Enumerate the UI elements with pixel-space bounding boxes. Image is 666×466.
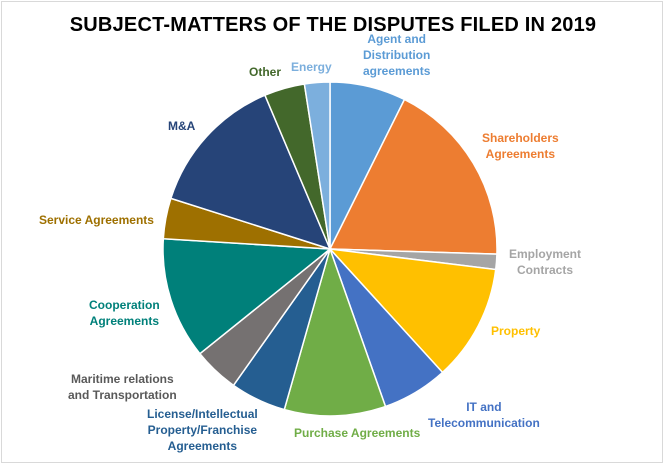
slice-label-12: Other	[249, 64, 281, 80]
slice-label-4: Property	[491, 323, 540, 339]
slice-label-line: Other	[249, 65, 282, 79]
pie-slice-9	[162, 237, 332, 355]
slice-label-line: Employment	[509, 247, 582, 261]
slice-label-5: IT and Telecommunication	[428, 399, 540, 431]
slice-label-line: Agent and	[367, 32, 427, 46]
pie-slice-11	[169, 94, 332, 251]
slice-label-3: Employment Contracts	[509, 246, 581, 278]
slice-label-line: IT and	[466, 400, 502, 414]
slice-label-line: Agreements	[167, 439, 238, 453]
pie-slice-13	[303, 81, 331, 250]
slice-label-line: and Transportation	[68, 388, 177, 402]
slice-label-line: Service Agreements	[39, 213, 154, 227]
slice-label-6: Purchase Agreements	[294, 425, 420, 441]
slice-label-10: Service Agreements	[39, 212, 154, 228]
slice-label-line: Cooperation	[89, 298, 160, 312]
slice-label-line: Contracts	[517, 263, 574, 277]
slice-label-line: Distribution	[363, 48, 431, 62]
chart-title: SUBJECT-MATTERS OF THE DISPUTES FILED IN…	[69, 14, 597, 36]
slice-label-line: License/Intellectual	[147, 407, 258, 421]
slice-label-line: Telecommunication	[428, 416, 540, 430]
pie-slice-4	[328, 248, 497, 374]
slice-label-8: Maritime relations and Transportation	[68, 371, 177, 403]
slice-label-11: M&A	[168, 118, 195, 134]
slice-label-line: Agreements	[485, 147, 556, 161]
slice-label-line: Agreements	[89, 314, 160, 328]
slice-label-line: Property	[491, 324, 541, 338]
slice-label-line: M&A	[168, 119, 196, 133]
slice-label-line: Purchase Agreements	[294, 426, 421, 440]
slice-label-line: Energy	[291, 60, 332, 74]
slice-label-line: agreements	[363, 64, 431, 78]
slice-label-line: Property/Franchise	[147, 423, 258, 437]
slice-label-9: Cooperation Agreements	[89, 297, 160, 329]
pie-slice-2	[328, 98, 498, 255]
slice-label-line: Shareholders	[482, 131, 559, 145]
slice-label-1: Agent and Distribution agreements	[363, 31, 430, 79]
slice-label-13: Energy	[291, 59, 332, 75]
pie-slice-6	[283, 246, 387, 417]
slice-label-line: Maritime relations	[70, 372, 174, 386]
slice-label-2: Shareholders Agreements	[482, 130, 559, 162]
slice-label-7: License/Intellectual Property/Franchise Ag…	[147, 406, 258, 454]
